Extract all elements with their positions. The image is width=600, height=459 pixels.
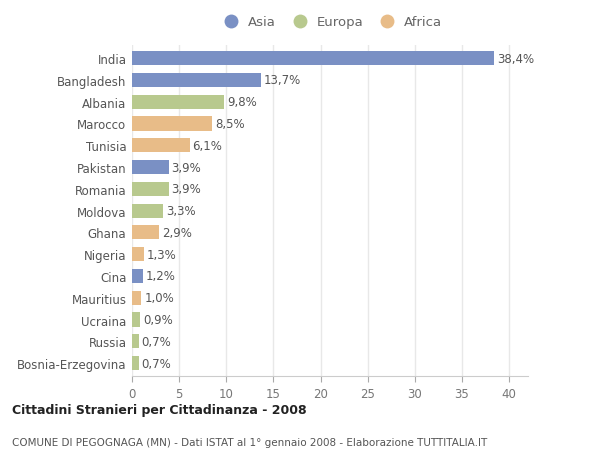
- Text: Cittadini Stranieri per Cittadinanza - 2008: Cittadini Stranieri per Cittadinanza - 2…: [12, 403, 307, 416]
- Bar: [132, 52, 494, 66]
- Bar: [132, 117, 212, 131]
- Bar: [132, 335, 139, 349]
- Text: 13,7%: 13,7%: [264, 74, 301, 87]
- Text: 1,0%: 1,0%: [144, 291, 174, 305]
- Text: 0,7%: 0,7%: [142, 357, 171, 370]
- Text: 6,1%: 6,1%: [193, 140, 222, 152]
- Text: 2,9%: 2,9%: [162, 226, 192, 239]
- Bar: [132, 182, 169, 196]
- Text: 9,8%: 9,8%: [227, 96, 257, 109]
- Bar: [132, 356, 139, 370]
- Text: 38,4%: 38,4%: [497, 52, 534, 66]
- Text: COMUNE DI PEGOGNAGA (MN) - Dati ISTAT al 1° gennaio 2008 - Elaborazione TUTTITAL: COMUNE DI PEGOGNAGA (MN) - Dati ISTAT al…: [12, 437, 487, 447]
- Text: 0,9%: 0,9%: [143, 313, 173, 326]
- Bar: [132, 73, 261, 88]
- Bar: [132, 204, 163, 218]
- Text: 3,3%: 3,3%: [166, 205, 196, 218]
- Text: 1,3%: 1,3%: [147, 248, 177, 261]
- Text: 0,7%: 0,7%: [142, 335, 171, 348]
- Bar: [132, 247, 144, 262]
- Text: 3,9%: 3,9%: [172, 183, 202, 196]
- Legend: Asia, Europa, Africa: Asia, Europa, Africa: [218, 16, 442, 29]
- Bar: [132, 313, 140, 327]
- Bar: [132, 95, 224, 110]
- Text: 3,9%: 3,9%: [172, 161, 202, 174]
- Text: 1,2%: 1,2%: [146, 270, 176, 283]
- Bar: [132, 161, 169, 175]
- Bar: [132, 139, 190, 153]
- Text: 8,5%: 8,5%: [215, 118, 245, 131]
- Bar: [132, 226, 160, 240]
- Bar: [132, 291, 142, 305]
- Bar: [132, 269, 143, 283]
